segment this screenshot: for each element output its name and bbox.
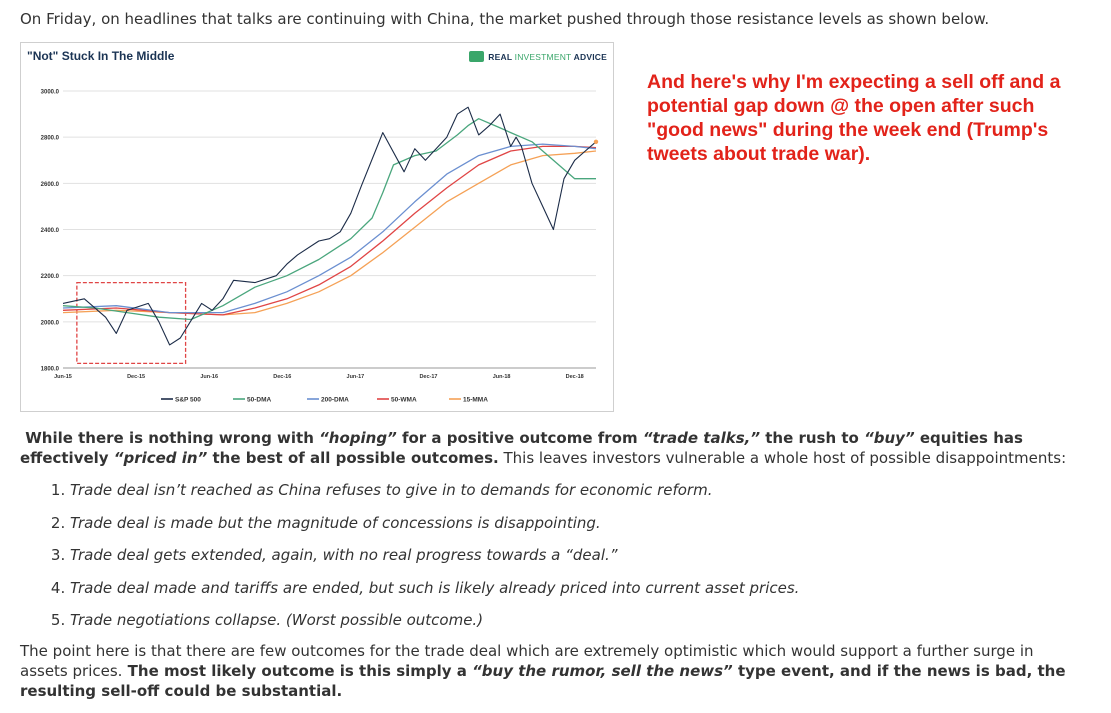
x-tick-label: Dec-16 bbox=[273, 374, 291, 380]
y-tick-label: 2800.0 bbox=[41, 136, 60, 142]
x-tick-label: Dec-15 bbox=[127, 374, 145, 380]
brand-word-2: INVESTMENT bbox=[514, 51, 572, 62]
p1-i1: “hoping” bbox=[319, 429, 397, 447]
legend-label: S&P 500 bbox=[175, 397, 201, 404]
list-item: Trade deal isn’t reached as China refuse… bbox=[70, 480, 1110, 513]
chart-svg: 3000.0 2800.0 2600.0 2400.0 2200.0 2000.0 1800… bbox=[41, 90, 599, 404]
p1-b1: While there is nothing wrong with bbox=[25, 429, 320, 447]
p2-t1: The point here is that there are few out… bbox=[20, 642, 1034, 680]
x-tick-label: Jun-16 bbox=[200, 374, 218, 380]
series-line-50-dma bbox=[62, 118, 596, 321]
intro-text: On Friday, on headlines that talks are c… bbox=[20, 10, 990, 28]
p1-b2: for a positive outcome from bbox=[396, 429, 643, 447]
highlight-box bbox=[76, 281, 187, 365]
series-line-50-wma bbox=[62, 145, 597, 316]
x-tick-label: Jun-15 bbox=[54, 374, 72, 380]
last-price-marker bbox=[593, 139, 599, 144]
p1-b4: equities has effectively bbox=[20, 429, 1023, 467]
chart-figure: 3000.0 2800.0 2600.0 2400.0 2200.0 2000.0 1800… bbox=[20, 42, 614, 412]
outcome-list: Trade deal isn’t reached as China refuse… bbox=[20, 480, 1110, 643]
legend-label: 15-MMA bbox=[463, 397, 488, 404]
y-tick-label: 3000.0 bbox=[41, 90, 60, 96]
legend-label: 200-DMA bbox=[321, 397, 349, 404]
series-line-s-p-500 bbox=[62, 106, 597, 346]
paragraph-1: While there is nothing wrong with “hopin… bbox=[20, 428, 1070, 468]
paragraph-2: The point here is that there are few out… bbox=[20, 641, 1070, 701]
y-tick-label: 2600.0 bbox=[41, 182, 60, 188]
p1-i4: “priced in” bbox=[113, 449, 208, 467]
p2-b1: The most likely outcome is this simply a bbox=[122, 662, 473, 680]
legend-label: 50-DMA bbox=[247, 397, 272, 404]
x-tick-label: Jun-18 bbox=[493, 374, 511, 380]
p1-b5: the best of all possible outcomes. bbox=[207, 449, 499, 467]
y-tick-label: 1800.0 bbox=[41, 367, 60, 373]
p1-t1: This leaves investors vulnerable a whole… bbox=[498, 449, 1067, 467]
y-tick-label: 2400.0 bbox=[41, 228, 60, 234]
red-annotation: And here's why I'm expecting a sell off … bbox=[647, 71, 1061, 165]
y-tick-label: 2200.0 bbox=[41, 274, 60, 280]
brand-logo-icon bbox=[469, 51, 485, 62]
series-line-15-mma bbox=[62, 150, 597, 316]
list-item: Trade deal made and tariffs are ended, b… bbox=[70, 578, 1110, 611]
list-item: Trade deal is made but the magnitude of … bbox=[70, 513, 1110, 546]
list-item: Trade deal gets extended, again, with no… bbox=[70, 545, 1110, 578]
brand-logo: REAL INVESTMENT ADVICE bbox=[469, 51, 607, 62]
p1-b3: the rush to bbox=[760, 429, 865, 447]
p1-i2: “trade talks,” bbox=[642, 429, 761, 447]
brand-word-1: REAL bbox=[488, 51, 513, 62]
x-tick-label: Dec-18 bbox=[566, 374, 584, 380]
series-line-200-dma bbox=[62, 143, 597, 314]
legend-label: 50-WMA bbox=[391, 397, 417, 404]
brand-word-3: ADVICE bbox=[573, 51, 607, 62]
p1-i3: “buy” bbox=[864, 429, 915, 447]
x-tick-label: Jun-17 bbox=[347, 374, 365, 380]
p2-b2: type event, and if the news is bad, the … bbox=[20, 662, 1066, 700]
p2-i1: “buy the rumor, sell the news” bbox=[472, 662, 733, 680]
list-item: Trade negotiations collapse. (Worst poss… bbox=[70, 610, 1110, 643]
y-tick-label: 2000.0 bbox=[41, 320, 60, 326]
x-tick-label: Dec-17 bbox=[419, 374, 437, 380]
chart-title: "Not" Stuck In The Middle bbox=[27, 49, 175, 63]
